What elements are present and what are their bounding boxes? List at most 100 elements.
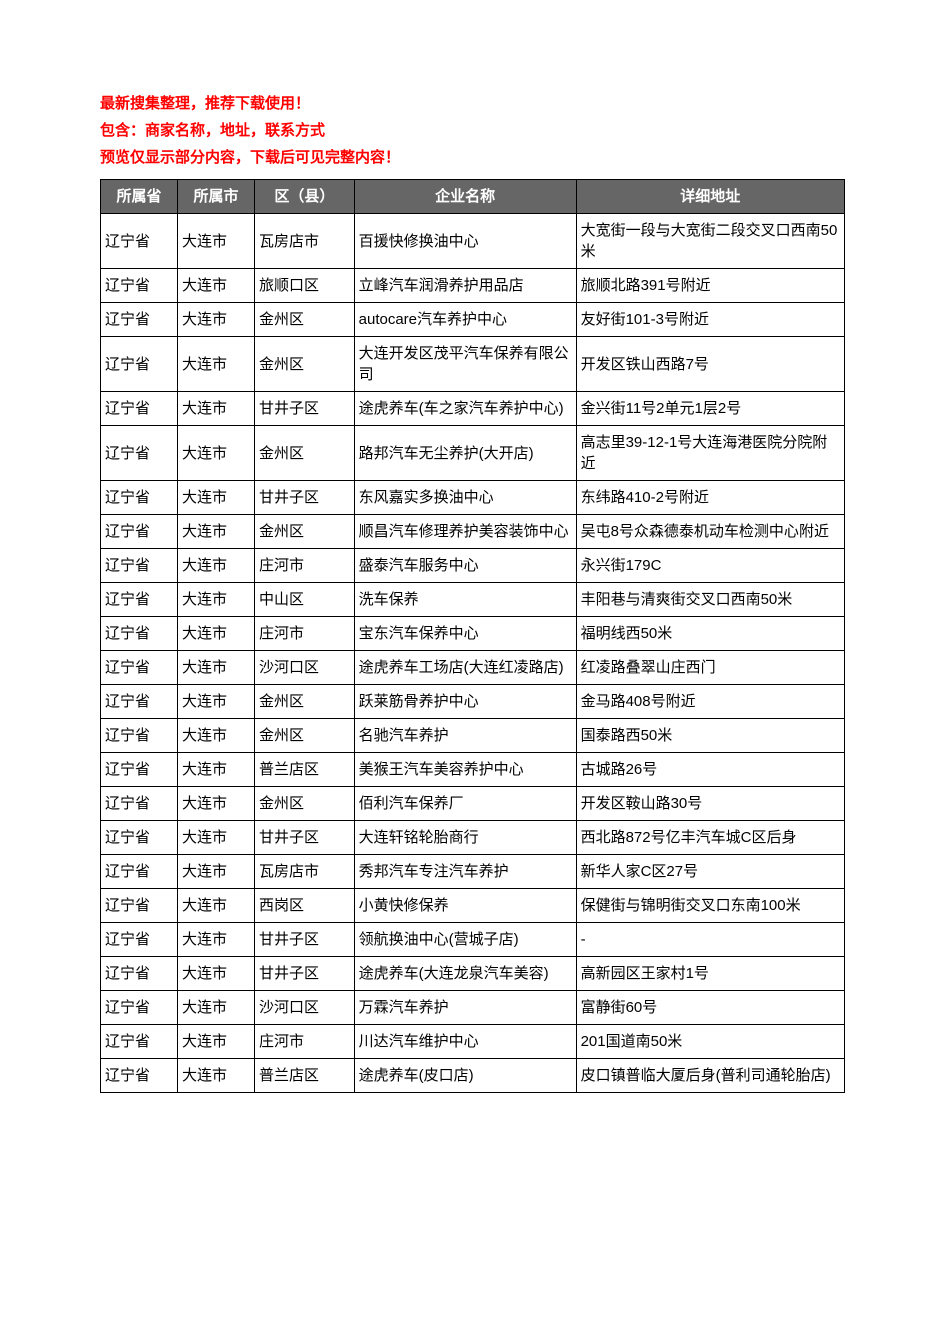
cell-province: 辽宁省 bbox=[101, 1025, 178, 1059]
table-row: 辽宁省大连市沙河口区万霖汽车养护富静街60号 bbox=[101, 991, 845, 1025]
table-row: 辽宁省大连市普兰店区美猴王汽车美容养护中心古城路26号 bbox=[101, 753, 845, 787]
cell-company: 大连开发区茂平汽车保养有限公司 bbox=[354, 337, 576, 392]
cell-company: 立峰汽车润滑养护用品店 bbox=[354, 269, 576, 303]
cell-company: 大连轩铭轮胎商行 bbox=[354, 821, 576, 855]
col-header-district: 区（县） bbox=[255, 180, 355, 214]
cell-province: 辽宁省 bbox=[101, 337, 178, 392]
table-row: 辽宁省大连市庄河市盛泰汽车服务中心永兴街179C bbox=[101, 549, 845, 583]
cell-address: 高新园区王家村1号 bbox=[576, 957, 844, 991]
table-row: 辽宁省大连市金州区路邦汽车无尘养护(大开店)高志里39-12-1号大连海港医院分… bbox=[101, 426, 845, 481]
cell-company: 名驰汽车养护 bbox=[354, 719, 576, 753]
cell-address: 新华人家C区27号 bbox=[576, 855, 844, 889]
cell-district: 庄河市 bbox=[255, 617, 355, 651]
cell-address: 开发区铁山西路7号 bbox=[576, 337, 844, 392]
cell-city: 大连市 bbox=[178, 549, 255, 583]
table-row: 辽宁省大连市瓦房店市百援快修换油中心大宽街一段与大宽街二段交叉口西南50米 bbox=[101, 214, 845, 269]
cell-district: 甘井子区 bbox=[255, 957, 355, 991]
cell-address: 西北路872号亿丰汽车城C区后身 bbox=[576, 821, 844, 855]
cell-province: 辽宁省 bbox=[101, 515, 178, 549]
cell-district: 甘井子区 bbox=[255, 923, 355, 957]
cell-province: 辽宁省 bbox=[101, 651, 178, 685]
cell-address: 高志里39-12-1号大连海港医院分院附近 bbox=[576, 426, 844, 481]
cell-company: 顺昌汽车修理养护美容装饰中心 bbox=[354, 515, 576, 549]
cell-city: 大连市 bbox=[178, 303, 255, 337]
cell-province: 辽宁省 bbox=[101, 923, 178, 957]
col-header-address: 详细地址 bbox=[576, 180, 844, 214]
cell-company: 途虎养车(皮口店) bbox=[354, 1059, 576, 1093]
cell-city: 大连市 bbox=[178, 889, 255, 923]
cell-province: 辽宁省 bbox=[101, 303, 178, 337]
cell-province: 辽宁省 bbox=[101, 583, 178, 617]
table-row: 辽宁省大连市金州区顺昌汽车修理养护美容装饰中心吴屯8号众森德泰机动车检测中心附近 bbox=[101, 515, 845, 549]
cell-district: 金州区 bbox=[255, 337, 355, 392]
table-body: 辽宁省大连市瓦房店市百援快修换油中心大宽街一段与大宽街二段交叉口西南50米辽宁省… bbox=[101, 214, 845, 1093]
cell-address: 吴屯8号众森德泰机动车检测中心附近 bbox=[576, 515, 844, 549]
intro-line-2: 包含：商家名称，地址，联系方式 bbox=[100, 117, 845, 144]
cell-district: 金州区 bbox=[255, 303, 355, 337]
table-row: 辽宁省大连市甘井子区东风嘉实多换油中心东纬路410-2号附近 bbox=[101, 481, 845, 515]
cell-address: 永兴街179C bbox=[576, 549, 844, 583]
cell-city: 大连市 bbox=[178, 1025, 255, 1059]
cell-province: 辽宁省 bbox=[101, 1059, 178, 1093]
cell-district: 金州区 bbox=[255, 515, 355, 549]
cell-city: 大连市 bbox=[178, 392, 255, 426]
table-row: 辽宁省大连市庄河市川达汽车维护中心201国道南50米 bbox=[101, 1025, 845, 1059]
cell-company: 小黄快修保养 bbox=[354, 889, 576, 923]
table-row: 辽宁省大连市甘井子区领航换油中心(营城子店)- bbox=[101, 923, 845, 957]
table-row: 辽宁省大连市金州区跃莱筋骨养护中心金马路408号附近 bbox=[101, 685, 845, 719]
col-header-city: 所属市 bbox=[178, 180, 255, 214]
table-row: 辽宁省大连市甘井子区大连轩铭轮胎商行西北路872号亿丰汽车城C区后身 bbox=[101, 821, 845, 855]
cell-address: 保健街与锦明街交叉口东南100米 bbox=[576, 889, 844, 923]
table-row: 辽宁省大连市瓦房店市秀邦汽车专注汽车养护新华人家C区27号 bbox=[101, 855, 845, 889]
cell-address: 开发区鞍山路30号 bbox=[576, 787, 844, 821]
cell-district: 甘井子区 bbox=[255, 481, 355, 515]
intro-line-3: 预览仅显示部分内容，下载后可见完整内容！ bbox=[100, 144, 845, 171]
cell-province: 辽宁省 bbox=[101, 957, 178, 991]
cell-district: 庄河市 bbox=[255, 549, 355, 583]
intro-line-1: 最新搜集整理，推荐下载使用！ bbox=[100, 90, 845, 117]
cell-address: 友好街101-3号附近 bbox=[576, 303, 844, 337]
cell-district: 中山区 bbox=[255, 583, 355, 617]
cell-city: 大连市 bbox=[178, 685, 255, 719]
cell-district: 瓦房店市 bbox=[255, 855, 355, 889]
cell-company: 万霖汽车养护 bbox=[354, 991, 576, 1025]
cell-company: 途虎养车(大连龙泉汽车美容) bbox=[354, 957, 576, 991]
cell-city: 大连市 bbox=[178, 719, 255, 753]
cell-district: 甘井子区 bbox=[255, 392, 355, 426]
cell-province: 辽宁省 bbox=[101, 787, 178, 821]
cell-province: 辽宁省 bbox=[101, 549, 178, 583]
table-row: 辽宁省大连市甘井子区途虎养车(大连龙泉汽车美容)高新园区王家村1号 bbox=[101, 957, 845, 991]
cell-district: 金州区 bbox=[255, 719, 355, 753]
table-row: 辽宁省大连市金州区大连开发区茂平汽车保养有限公司开发区铁山西路7号 bbox=[101, 337, 845, 392]
col-header-company: 企业名称 bbox=[354, 180, 576, 214]
cell-province: 辽宁省 bbox=[101, 719, 178, 753]
table-row: 辽宁省大连市金州区名驰汽车养护国泰路西50米 bbox=[101, 719, 845, 753]
cell-company: 途虎养车工场店(大连红凌路店) bbox=[354, 651, 576, 685]
cell-province: 辽宁省 bbox=[101, 269, 178, 303]
table-row: 辽宁省大连市中山区洗车保养丰阳巷与清爽街交叉口西南50米 bbox=[101, 583, 845, 617]
cell-district: 瓦房店市 bbox=[255, 214, 355, 269]
cell-address: - bbox=[576, 923, 844, 957]
cell-city: 大连市 bbox=[178, 426, 255, 481]
cell-company: 宝东汽车保养中心 bbox=[354, 617, 576, 651]
cell-district: 金州区 bbox=[255, 426, 355, 481]
cell-company: 领航换油中心(营城子店) bbox=[354, 923, 576, 957]
cell-district: 庄河市 bbox=[255, 1025, 355, 1059]
cell-city: 大连市 bbox=[178, 1059, 255, 1093]
cell-province: 辽宁省 bbox=[101, 889, 178, 923]
cell-city: 大连市 bbox=[178, 787, 255, 821]
table-row: 辽宁省大连市甘井子区途虎养车(车之家汽车养护中心)金兴街11号2单元1层2号 bbox=[101, 392, 845, 426]
cell-district: 普兰店区 bbox=[255, 753, 355, 787]
business-table: 所属省 所属市 区（县） 企业名称 详细地址 辽宁省大连市瓦房店市百援快修换油中… bbox=[100, 179, 845, 1093]
cell-province: 辽宁省 bbox=[101, 481, 178, 515]
cell-province: 辽宁省 bbox=[101, 214, 178, 269]
cell-province: 辽宁省 bbox=[101, 821, 178, 855]
cell-company: autocare汽车养护中心 bbox=[354, 303, 576, 337]
cell-city: 大连市 bbox=[178, 957, 255, 991]
cell-company: 东风嘉实多换油中心 bbox=[354, 481, 576, 515]
cell-company: 途虎养车(车之家汽车养护中心) bbox=[354, 392, 576, 426]
cell-address: 古城路26号 bbox=[576, 753, 844, 787]
cell-company: 百援快修换油中心 bbox=[354, 214, 576, 269]
cell-address: 201国道南50米 bbox=[576, 1025, 844, 1059]
cell-city: 大连市 bbox=[178, 923, 255, 957]
